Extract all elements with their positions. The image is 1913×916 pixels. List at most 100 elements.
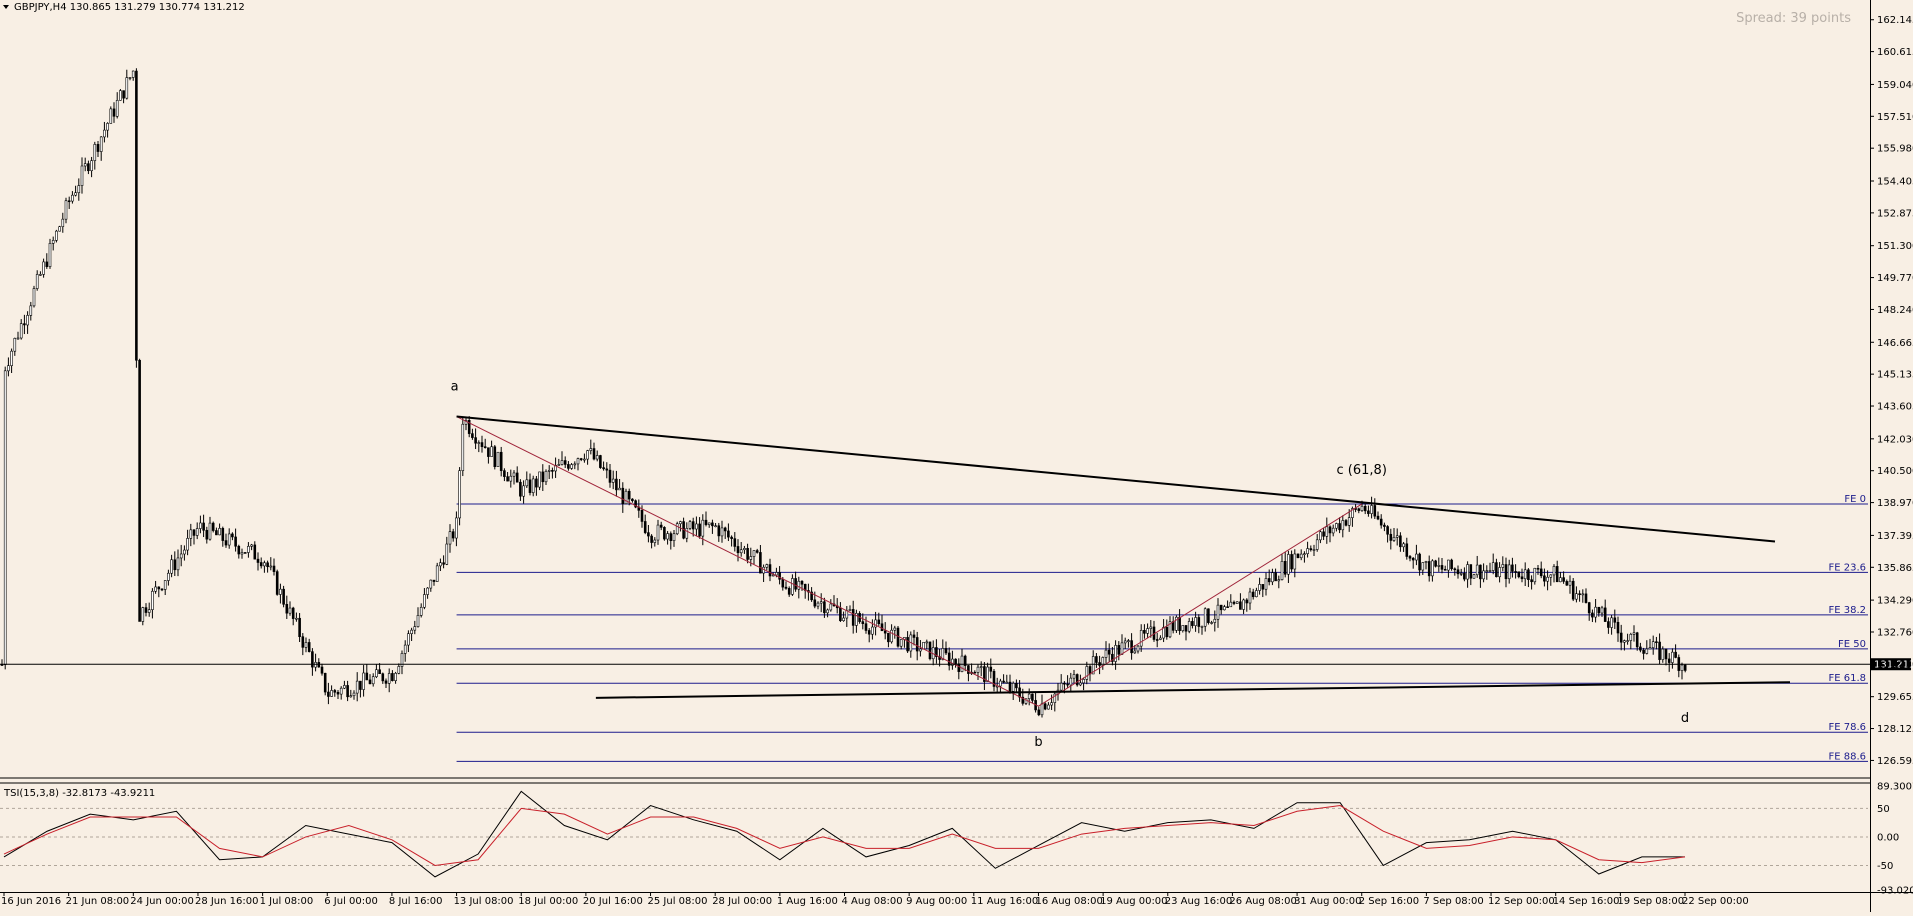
time-tick-label: 1 Jul 08:00 bbox=[260, 896, 314, 907]
bear-candle bbox=[954, 658, 957, 665]
bear-candle bbox=[1219, 604, 1223, 611]
bull-candle bbox=[1661, 648, 1665, 660]
bull-candle bbox=[29, 305, 33, 316]
bull-candle bbox=[455, 517, 458, 539]
bull-candle bbox=[522, 485, 525, 497]
bull-candle bbox=[131, 70, 135, 78]
bear-candle bbox=[87, 163, 90, 172]
bull-candle bbox=[688, 521, 692, 529]
bull-candle bbox=[1200, 625, 1204, 628]
bear-candle bbox=[381, 673, 385, 682]
time-tick-label: 16 Aug 08:00 bbox=[1035, 896, 1102, 907]
bull-candle bbox=[1600, 607, 1604, 614]
bull-candle bbox=[1626, 640, 1629, 642]
bear-candle bbox=[1184, 625, 1188, 632]
bear-candle bbox=[1296, 553, 1300, 559]
bull-candle bbox=[1315, 539, 1319, 550]
bear-candle bbox=[989, 666, 993, 672]
bull-candle bbox=[1488, 570, 1492, 572]
bull-candle bbox=[1402, 543, 1405, 548]
bull-candle bbox=[1040, 703, 1044, 716]
time-tick-label: 16 Jun 2016 bbox=[1, 896, 61, 907]
bull-candle bbox=[531, 478, 535, 493]
bear-candle bbox=[823, 601, 826, 614]
bull-candle bbox=[176, 557, 180, 571]
bull-candle bbox=[48, 243, 52, 267]
bear-candle bbox=[759, 552, 762, 574]
bull-candle bbox=[771, 574, 775, 577]
bear-candle bbox=[1363, 505, 1367, 512]
bull-candle bbox=[355, 680, 359, 694]
bull-candle bbox=[435, 565, 439, 582]
bear-candle bbox=[1613, 617, 1617, 623]
bear-candle bbox=[1469, 564, 1473, 579]
bull-candle bbox=[1485, 570, 1489, 572]
bull-candle bbox=[167, 572, 170, 581]
bear-candle bbox=[1517, 571, 1521, 578]
bear-candle bbox=[45, 261, 49, 267]
bear-candle bbox=[1683, 664, 1687, 671]
bull-candle bbox=[1392, 537, 1396, 541]
bull-candle bbox=[999, 680, 1002, 687]
bull-candle bbox=[1149, 626, 1153, 629]
bear-candle bbox=[1165, 626, 1169, 638]
bull-candle bbox=[106, 123, 109, 131]
bull-candle bbox=[941, 648, 945, 660]
bear-candle bbox=[467, 420, 471, 434]
bear-candle bbox=[1037, 709, 1041, 716]
bear-candle bbox=[650, 535, 653, 543]
bear-candle bbox=[442, 562, 445, 565]
bull-candle bbox=[547, 470, 551, 472]
bear-candle bbox=[1290, 554, 1293, 570]
bear-candle bbox=[1639, 646, 1642, 651]
fib-level-label: FE 88.6 bbox=[1828, 751, 1866, 762]
bull-candle bbox=[1123, 640, 1127, 644]
price-tick-label: 131.230 bbox=[1877, 659, 1913, 670]
bull-candle bbox=[7, 365, 10, 372]
bull-candle bbox=[330, 690, 333, 697]
bear-candle bbox=[659, 524, 663, 528]
bear-candle bbox=[192, 529, 196, 536]
fib-level-label: FE 0 bbox=[1844, 494, 1866, 505]
bull-candle bbox=[1498, 567, 1501, 578]
bear-candle bbox=[1191, 621, 1194, 626]
bear-candle bbox=[880, 623, 884, 632]
bull-candle bbox=[1632, 632, 1636, 635]
drawing-objects[interactable]: a b c (61,8) d 131.212 bbox=[0, 380, 1913, 751]
bull-candle bbox=[1507, 564, 1511, 580]
bull-candle bbox=[1581, 593, 1585, 596]
collapse-triangle-icon[interactable] bbox=[3, 5, 9, 9]
price-tick-label: 132.760 bbox=[1877, 627, 1913, 638]
bull-candle bbox=[227, 533, 231, 546]
time-tick-label: 1 Aug 16:00 bbox=[777, 896, 838, 907]
bear-candle bbox=[1389, 533, 1393, 541]
bear-candle bbox=[861, 621, 865, 624]
bull-candle bbox=[576, 458, 580, 465]
bear-candle bbox=[867, 630, 871, 635]
bull-candle bbox=[1475, 564, 1479, 576]
bull-candle bbox=[624, 490, 628, 505]
bull-candle bbox=[951, 658, 954, 666]
bull-candle bbox=[829, 603, 833, 611]
bull-candle bbox=[583, 458, 586, 461]
bull-candle bbox=[1005, 681, 1009, 684]
bull-candle bbox=[279, 588, 282, 595]
bear-candle bbox=[727, 530, 730, 538]
bull-candle bbox=[1351, 508, 1354, 518]
bear-candle bbox=[215, 530, 218, 536]
bull-candle bbox=[1623, 640, 1626, 643]
bear-candle bbox=[963, 655, 967, 666]
time-tick-label: 19 Aug 00:00 bbox=[1100, 896, 1167, 907]
wave-label: a bbox=[451, 380, 459, 395]
bull-candle bbox=[826, 609, 829, 614]
fib-level-label: FE 50 bbox=[1838, 639, 1866, 650]
bear-candle bbox=[755, 550, 759, 553]
fibonacci-expansion[interactable]: FE 0 FE 23.6 FE 38.2 FE 50 FE 61.8 FE 78.6 FE … bbox=[456, 494, 1868, 762]
bear-candle bbox=[1635, 632, 1639, 648]
bull-candle bbox=[1213, 618, 1217, 623]
bull-candle bbox=[675, 523, 679, 535]
time-tick-label: 11 Aug 16:00 bbox=[971, 896, 1038, 907]
bull-candle bbox=[445, 543, 449, 565]
